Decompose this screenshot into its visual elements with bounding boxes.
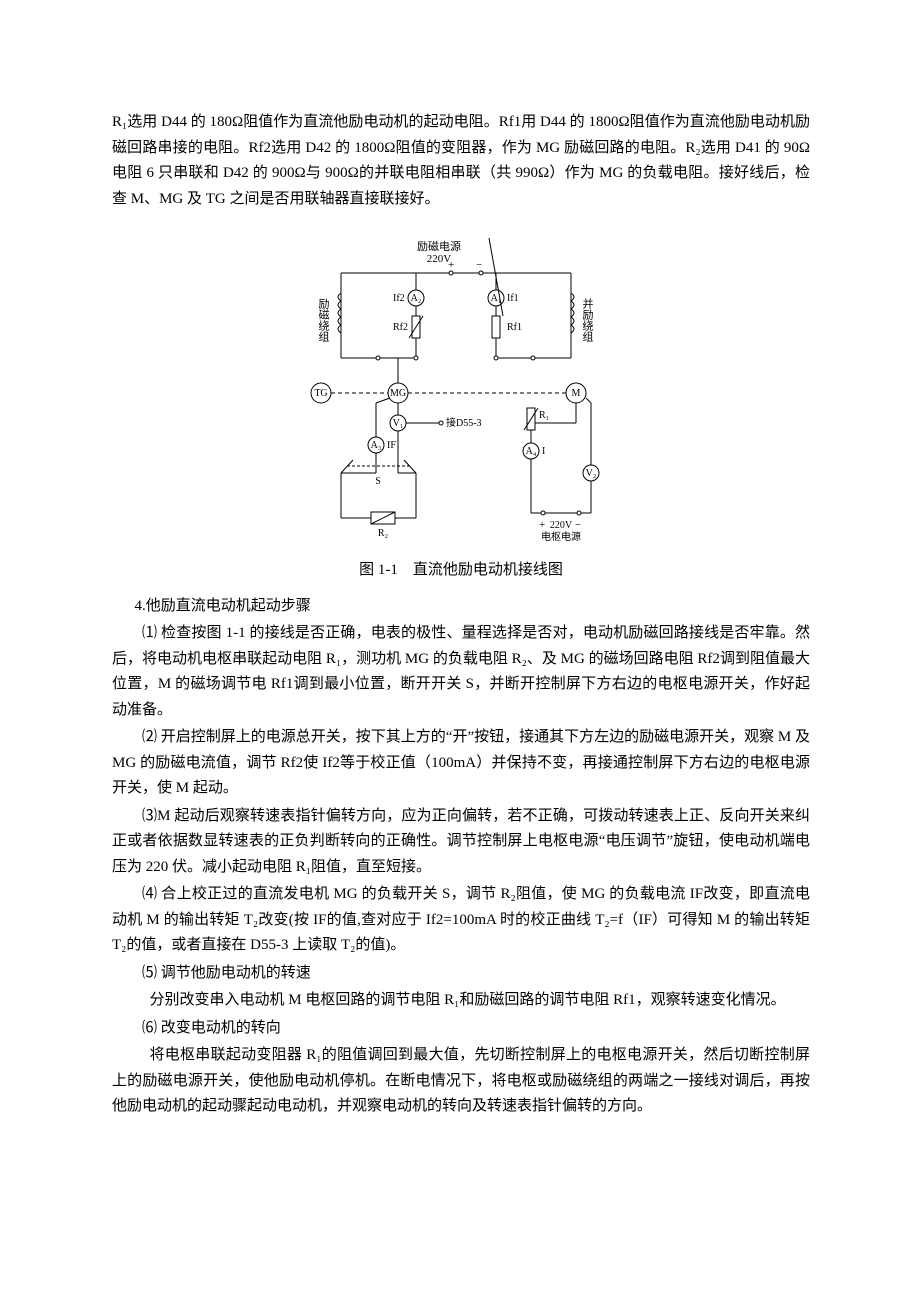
terminal-minus-bottom: − xyxy=(575,519,581,531)
circuit-diagram: + − 励磁电源 220V 励磁绕组 并励绕组 A₂ If2 Rf2 xyxy=(281,238,641,548)
ammeter-a4: A₄ xyxy=(526,446,537,457)
IF-label: IF xyxy=(387,440,396,451)
section-4-title: 4.他励直流电动机起动步骤 xyxy=(112,594,810,620)
Rf2-label: Rf2 xyxy=(393,322,408,333)
ammeter-a3: A₃ xyxy=(371,440,382,451)
step-4: ⑷ 合上校正过的直流发电机 MG 的负载开关 S，调节 R₂阻值，使 MG 的负… xyxy=(112,882,810,959)
arm-source-label: 电枢电源 xyxy=(541,530,581,543)
Rf1-label: Rf1 xyxy=(507,322,522,333)
coil-right-label: 并励绕组 xyxy=(581,297,594,342)
figure-caption: 图 1-1 直流他励电动机接线图 xyxy=(112,558,810,584)
exc-source-label: 励磁电源 xyxy=(417,239,461,253)
step-6: ⑹ 改变电动机的转向 xyxy=(112,1016,810,1042)
tg-label: TG xyxy=(314,388,327,399)
step-1: ⑴ 检查按图 1-1 的接线是否正确，电表的极性、量程选择是否对，电动机励磁回路… xyxy=(112,621,810,723)
mg-label: MG xyxy=(390,388,406,399)
step-5: ⑸ 调节他励电动机的转速 xyxy=(112,961,810,987)
If1-label: If1 xyxy=(507,293,519,304)
terminal-plus-bottom: + xyxy=(539,519,545,531)
If2-label: If2 xyxy=(393,293,405,304)
coil-left-label: 励磁绕组 xyxy=(317,298,330,342)
terminal-minus-top: − xyxy=(476,259,482,271)
figure-1-1: + − 励磁电源 220V 励磁绕组 并励绕组 A₂ If2 Rf2 xyxy=(112,238,810,548)
document-page: R₁选用 D44 的 180Ω阻值作为直流他励电动机的起动电阻。Rf1用 D44… xyxy=(0,0,920,1302)
arm-voltage-label: 220V xyxy=(550,520,573,531)
R2-label: R₂ xyxy=(378,528,388,539)
step-5b: 分别改变串入电动机 M 电枢回路的调节电阻 R₁和励磁回路的调节电阻 Rf1，观… xyxy=(112,988,810,1014)
m-label: M xyxy=(572,388,581,399)
step-6b: 将电枢串联起动变阻器 R₁的阻值调回到最大值，先切断控制屏上的电枢电源开关，然后… xyxy=(112,1043,810,1120)
voltmeter-v2: V₂ xyxy=(586,468,597,479)
R1-label: R₁ xyxy=(539,410,549,421)
ammeter-a2: A₂ xyxy=(411,293,422,304)
intro-paragraph: R₁选用 D44 的 180Ω阻值作为直流他励电动机的起动电阻。Rf1用 D44… xyxy=(112,110,810,212)
step-3: ⑶M 起动后观察转速表指针偏转方向，应为正向偏转，若不正确，可拨动转速表上正、反… xyxy=(112,804,810,881)
d55-label: 接D55-3 xyxy=(446,416,482,429)
I-label: I xyxy=(542,446,545,457)
switch-s-label: S xyxy=(375,476,381,487)
step-2: ⑵ 开启控制屏上的电源总开关，按下其上方的“开”按钮，接通其下方左边的励磁电源开… xyxy=(112,725,810,802)
exc-voltage-label: 220V xyxy=(427,253,452,265)
voltmeter-v1: V₁ xyxy=(393,418,404,429)
